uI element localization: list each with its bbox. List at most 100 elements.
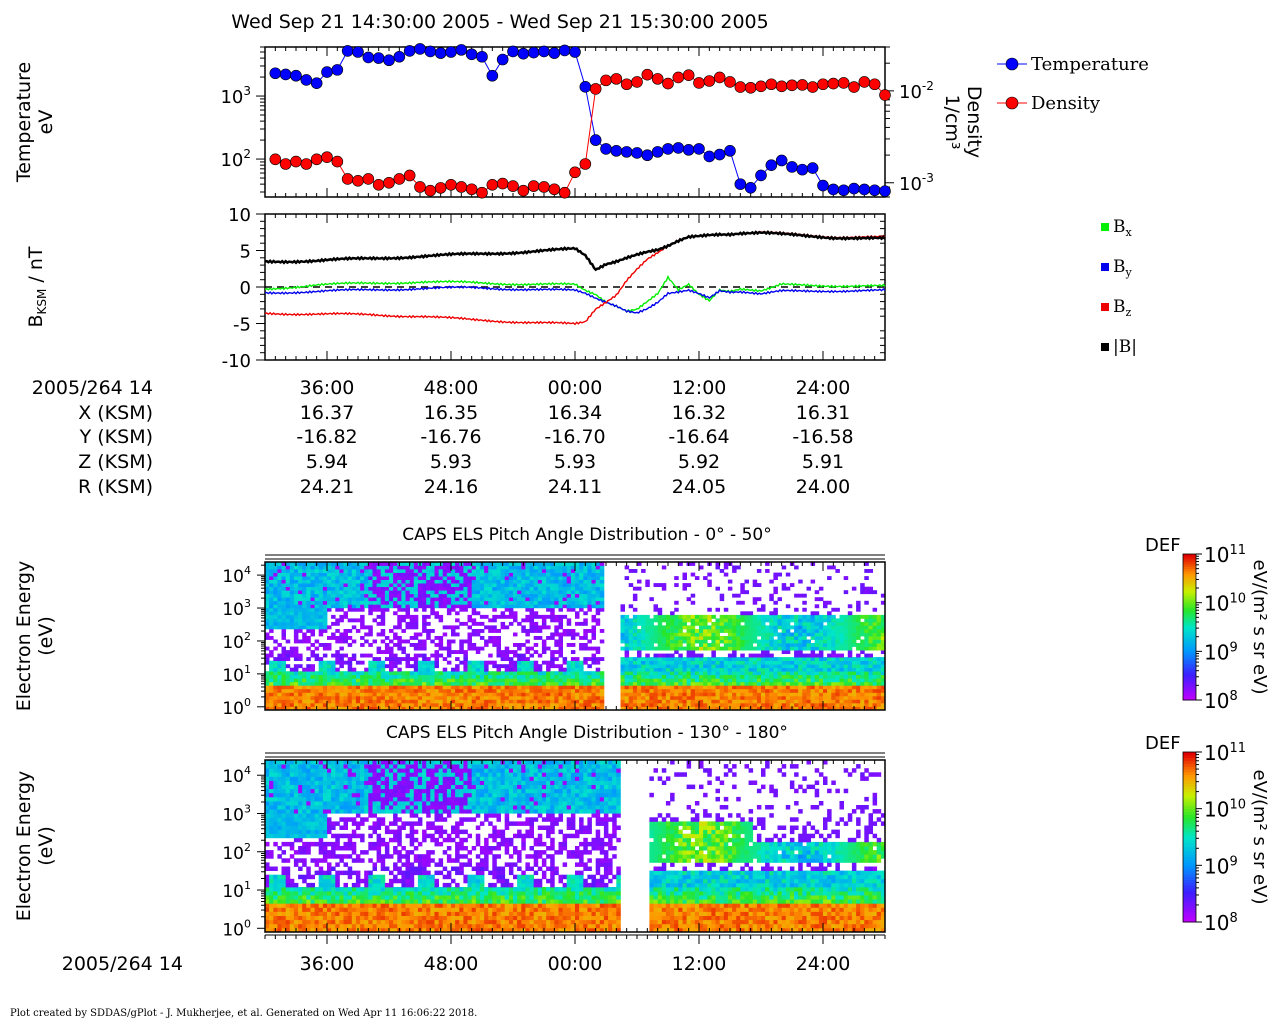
spectrogram-cell <box>682 681 687 686</box>
series-point-temperature <box>858 183 871 196</box>
temperature-axis-label: Temperature <box>13 62 35 183</box>
spectrogram-cell <box>868 625 873 630</box>
spectrogram-cell <box>310 703 315 707</box>
spectrogram-cell <box>752 614 758 619</box>
spectrogram-cell <box>554 674 559 679</box>
spectrogram-cell <box>566 667 572 672</box>
spectrogram-cell <box>376 695 382 700</box>
spectrogram-cell <box>504 664 510 669</box>
spectrogram-cell <box>289 583 295 587</box>
spectrogram-cell <box>814 674 820 679</box>
spectrogram-cell <box>785 629 791 633</box>
spectrogram-cell <box>331 579 336 584</box>
spectrogram-cell <box>417 660 423 665</box>
spectrogram-cell <box>446 586 452 591</box>
spectrogram-cell <box>409 569 415 573</box>
spectrogram-cell <box>426 597 431 602</box>
spectrogram-cell <box>533 562 539 566</box>
spectrogram-cell <box>587 639 592 644</box>
series-point-density <box>713 71 726 84</box>
spectrogram-cell <box>492 703 497 707</box>
spectrogram-cell <box>380 706 386 711</box>
spectrogram-cell <box>347 674 353 679</box>
spectrogram-cell <box>533 667 539 672</box>
spectrogram-cell <box>756 618 762 623</box>
spectrogram-cell <box>864 678 869 683</box>
spectrogram-cell <box>641 614 646 619</box>
spectrogram-cell <box>575 600 580 605</box>
spectrogram-cell <box>624 632 630 637</box>
spectrogram-cell <box>525 576 530 580</box>
spectrogram-cell <box>471 692 477 697</box>
spectrogram-cell <box>583 576 588 580</box>
spectrogram-cell <box>769 632 774 637</box>
spectrogram-cell <box>694 703 700 707</box>
spectrogram-cell <box>513 597 518 602</box>
spectrogram-cell <box>384 657 390 661</box>
spectrogram-cell <box>599 692 605 697</box>
spectrogram-cell <box>368 671 373 676</box>
spectrogram-cell <box>566 597 572 602</box>
spectrogram-cell <box>397 639 402 644</box>
spectrogram-cell <box>674 657 679 661</box>
spectrogram-cell <box>397 579 402 584</box>
spectrogram-cell <box>484 706 489 711</box>
spectrogram-cell <box>657 667 663 672</box>
spectrogram-cell <box>550 572 555 577</box>
spectrogram-cell <box>409 688 415 693</box>
spectrogram-cell <box>583 590 588 595</box>
spectrogram-cell <box>711 674 716 679</box>
spectrogram-cell <box>471 621 477 626</box>
spectrogram-cell <box>335 657 340 661</box>
spectrogram-cell <box>310 579 315 584</box>
spectrogram-cell <box>389 685 394 690</box>
spectrogram-cell <box>298 639 303 644</box>
spectrogram-cell <box>451 685 456 690</box>
spectrogram-cell <box>426 593 431 598</box>
spectrogram-cell <box>719 685 725 690</box>
spectrogram-cell <box>587 590 592 595</box>
spectrogram-cell <box>686 643 692 647</box>
spectrogram-cell <box>575 660 580 665</box>
spectrogram-cell <box>504 695 510 700</box>
spectrogram-cell <box>798 692 803 697</box>
spectrogram-cell <box>273 678 278 683</box>
spectrogram-cell <box>285 664 291 669</box>
spectrogram-cell <box>355 579 361 584</box>
spectrogram-cell <box>364 681 369 686</box>
spectrogram-cell <box>579 565 584 570</box>
spectrogram-cell <box>835 703 840 707</box>
spectrogram-cell <box>823 625 828 630</box>
spectrogram-cell <box>756 621 762 626</box>
spectrogram-cell <box>674 646 679 651</box>
spectrogram-cell <box>624 703 630 707</box>
spectrogram-cell <box>628 695 634 700</box>
spectrogram-cell <box>475 632 481 637</box>
spectrogram-cell <box>632 681 638 686</box>
spectrogram-cell <box>554 600 559 605</box>
spectrogram-cell <box>579 643 584 647</box>
spectrogram-cell <box>310 664 315 669</box>
spectrogram-cell <box>467 692 472 697</box>
spectrogram-cell <box>777 618 782 623</box>
series-point-temperature <box>476 50 488 63</box>
spectrogram-cell <box>703 614 708 619</box>
spectrogram-cell <box>839 643 844 647</box>
spectrogram-cell <box>736 706 741 711</box>
spectrogram-cell <box>665 625 671 630</box>
spectrogram-cell <box>868 688 873 693</box>
spectrogram-cell <box>541 685 547 690</box>
spectrogram-cell <box>508 692 514 697</box>
spectrogram-cell <box>831 660 836 665</box>
spectrogram-cell <box>293 583 299 587</box>
spectrogram-cell <box>690 692 696 697</box>
spectrogram-cell <box>351 579 357 584</box>
spectrogram-cell <box>467 688 472 693</box>
spectrogram-cell <box>355 699 361 704</box>
spectrogram-cell <box>269 579 274 584</box>
spectrogram-cell <box>562 593 568 598</box>
spectrogram-cell <box>331 671 336 676</box>
spectrogram-cell <box>740 653 745 658</box>
series-point-density <box>403 169 416 182</box>
